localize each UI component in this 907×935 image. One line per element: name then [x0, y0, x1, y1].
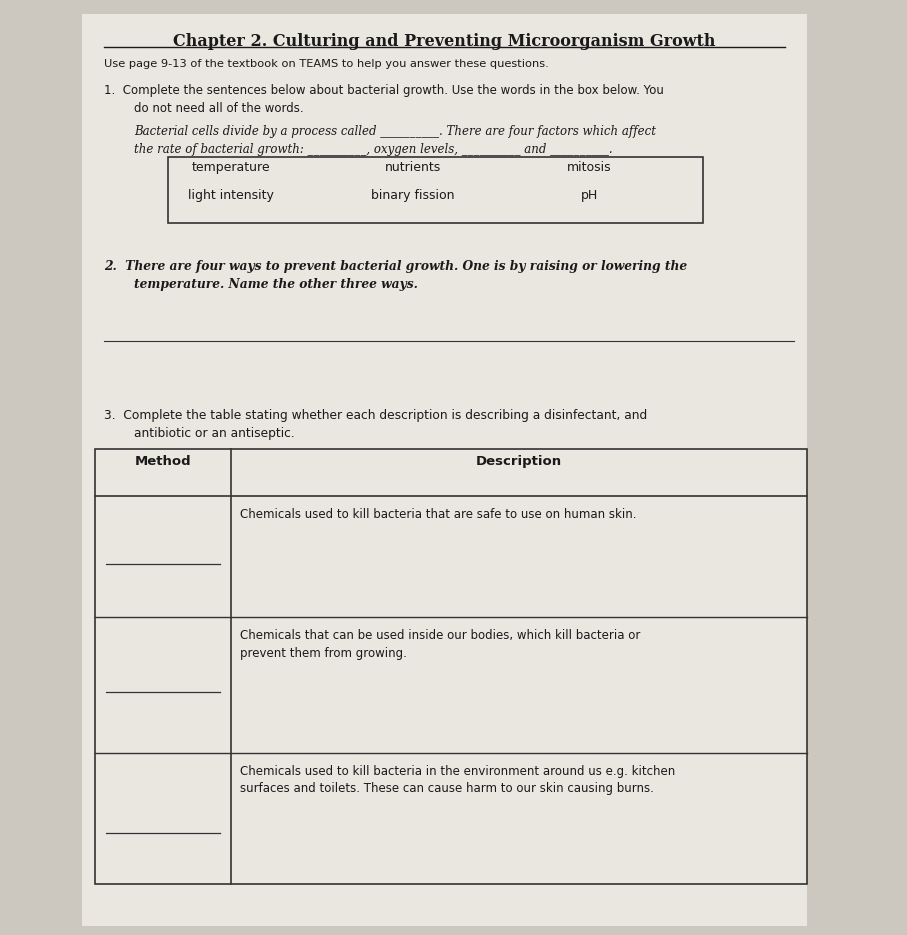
Text: Chemicals used to kill bacteria in the environment around us e.g. kitchen
surfac: Chemicals used to kill bacteria in the e…: [240, 765, 676, 796]
Text: 3.  Complete the table stating whether each description is describing a disinfec: 3. Complete the table stating whether ea…: [104, 409, 648, 422]
Text: Chapter 2. Culturing and Preventing Microorganism Growth: Chapter 2. Culturing and Preventing Micr…: [173, 33, 716, 50]
Text: Description: Description: [476, 455, 562, 468]
Text: Use page 9-13 of the textbook on TEAMS to help you answer these questions.: Use page 9-13 of the textbook on TEAMS t…: [104, 59, 549, 69]
Text: antibiotic or an antiseptic.: antibiotic or an antiseptic.: [134, 427, 295, 440]
Text: mitosis: mitosis: [567, 161, 612, 174]
Text: temperature: temperature: [192, 161, 270, 174]
Text: Chemicals that can be used inside our bodies, which kill bacteria or
prevent the: Chemicals that can be used inside our bo…: [240, 629, 640, 660]
Text: 1.  Complete the sentences below about bacterial growth. Use the words in the bo: 1. Complete the sentences below about ba…: [104, 84, 664, 97]
Text: Bacterial cells divide by a process called __________. There are four factors wh: Bacterial cells divide by a process call…: [134, 125, 657, 138]
Text: temperature. Name the other three ways.: temperature. Name the other three ways.: [134, 278, 418, 291]
Text: Chemicals used to kill bacteria that are safe to use on human skin.: Chemicals used to kill bacteria that are…: [240, 508, 637, 521]
Text: Method: Method: [135, 455, 191, 468]
Text: binary fission: binary fission: [371, 189, 454, 202]
Text: 2.  There are four ways to prevent bacterial growth. One is by raising or loweri: 2. There are four ways to prevent bacter…: [104, 260, 688, 273]
Text: light intensity: light intensity: [189, 189, 274, 202]
Text: pH: pH: [580, 189, 599, 202]
Text: nutrients: nutrients: [385, 161, 441, 174]
FancyBboxPatch shape: [82, 14, 807, 926]
Text: do not need all of the words.: do not need all of the words.: [134, 102, 304, 115]
Text: the rate of bacterial growth: __________, oxygen levels, __________ and ________: the rate of bacterial growth: __________…: [134, 143, 613, 156]
